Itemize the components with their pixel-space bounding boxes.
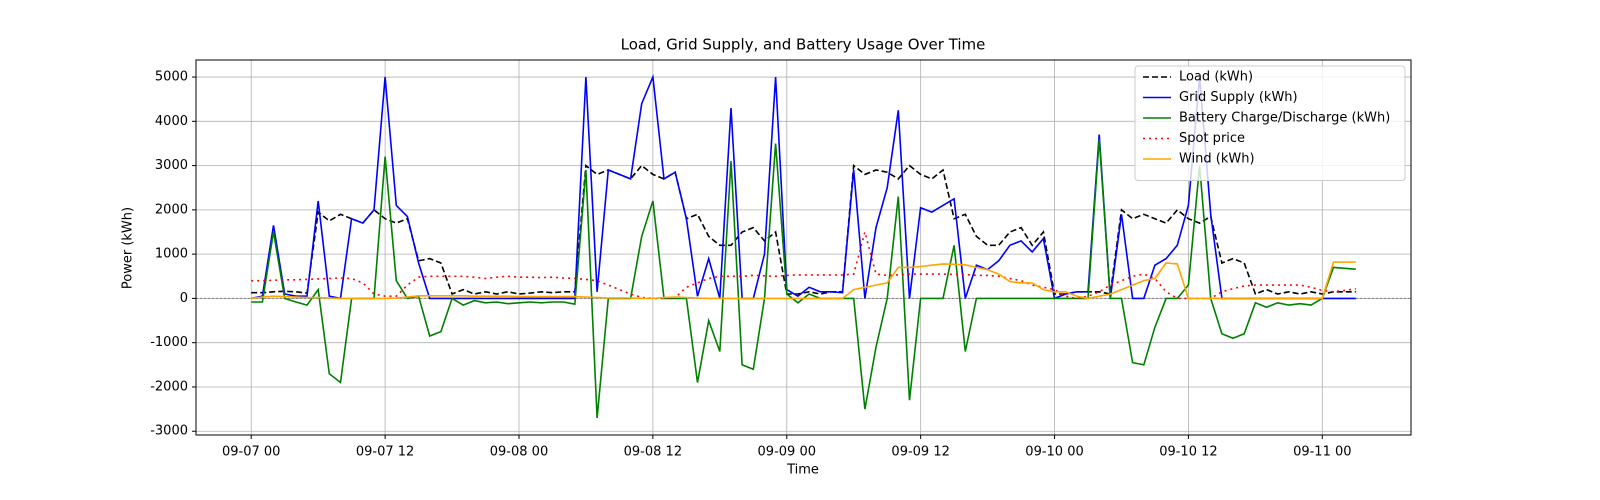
x-tick-label: 09-10 00 bbox=[1025, 445, 1083, 460]
y-tick-label: 4000 bbox=[155, 114, 188, 129]
legend-label: Grid Supply (kWh) bbox=[1179, 90, 1298, 105]
y-tick-label: -3000 bbox=[150, 424, 188, 439]
legend: Load (kWh) Grid Supply (kWh) Battery Charg… bbox=[1134, 65, 1406, 181]
x-tick-label: 09-08 00 bbox=[490, 445, 548, 460]
y-tick-label: -1000 bbox=[150, 335, 188, 350]
x-tick-label: 09-09 00 bbox=[758, 445, 816, 460]
y-tick-label: -2000 bbox=[150, 379, 188, 394]
x-tick-label: 09-07 12 bbox=[356, 445, 414, 460]
chart-title: Load, Grid Supply, and Battery Usage Ove… bbox=[621, 36, 986, 54]
series-line bbox=[251, 261, 1356, 300]
x-tick-label: 09-11 00 bbox=[1293, 445, 1351, 460]
plot-frame bbox=[195, 59, 1412, 436]
legend-label: Wind (kWh) bbox=[1179, 152, 1255, 167]
y-tick-label: 2000 bbox=[155, 202, 188, 217]
legend-label: Spot price bbox=[1179, 131, 1245, 146]
legend-label: Battery Charge/Discharge (kWh) bbox=[1179, 111, 1390, 126]
x-tick-label: 09-10 12 bbox=[1159, 445, 1217, 460]
y-tick-label: 3000 bbox=[155, 158, 188, 173]
y-tick-label: 5000 bbox=[155, 70, 188, 85]
x-tick-label: 09-09 12 bbox=[891, 445, 949, 460]
legend-label: Load (kWh) bbox=[1179, 70, 1253, 85]
y-axis-label: Power (kWh) bbox=[121, 207, 136, 289]
y-tick-label: 0 bbox=[180, 291, 188, 306]
y-tick-label: 1000 bbox=[155, 247, 188, 262]
x-tick-label: 09-08 12 bbox=[624, 445, 682, 460]
x-axis-label: Time bbox=[786, 463, 819, 478]
x-tick-label: 09-07 00 bbox=[222, 445, 280, 460]
legend-box bbox=[1134, 65, 1406, 181]
series-line bbox=[251, 73, 1356, 300]
